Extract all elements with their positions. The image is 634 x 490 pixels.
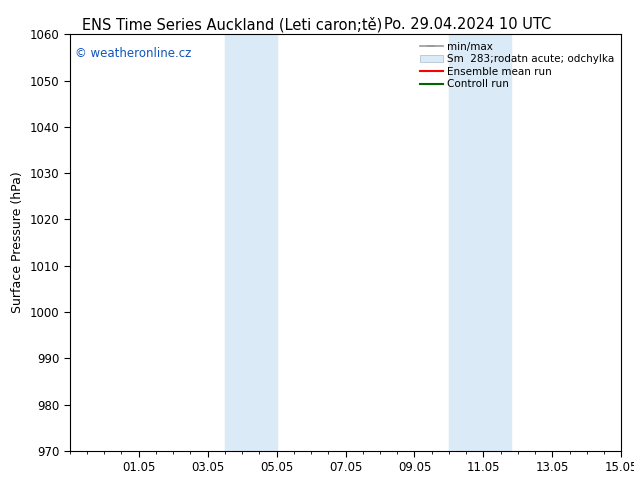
Text: ENS Time Series Auckland (Leti caron;tě): ENS Time Series Auckland (Leti caron;tě) [82, 17, 383, 33]
Legend: min/max, Sm  283;rodatn acute; odchylka, Ensemble mean run, Controll run: min/max, Sm 283;rodatn acute; odchylka, … [415, 37, 618, 94]
Bar [449, 34, 511, 451]
Y-axis label: Surface Pressure (hPa): Surface Pressure (hPa) [11, 172, 24, 314]
Text: Po. 29.04.2024 10 UTC: Po. 29.04.2024 10 UTC [384, 17, 552, 32]
Bar [225, 34, 276, 451]
Text: © weatheronline.cz: © weatheronline.cz [75, 47, 191, 60]
